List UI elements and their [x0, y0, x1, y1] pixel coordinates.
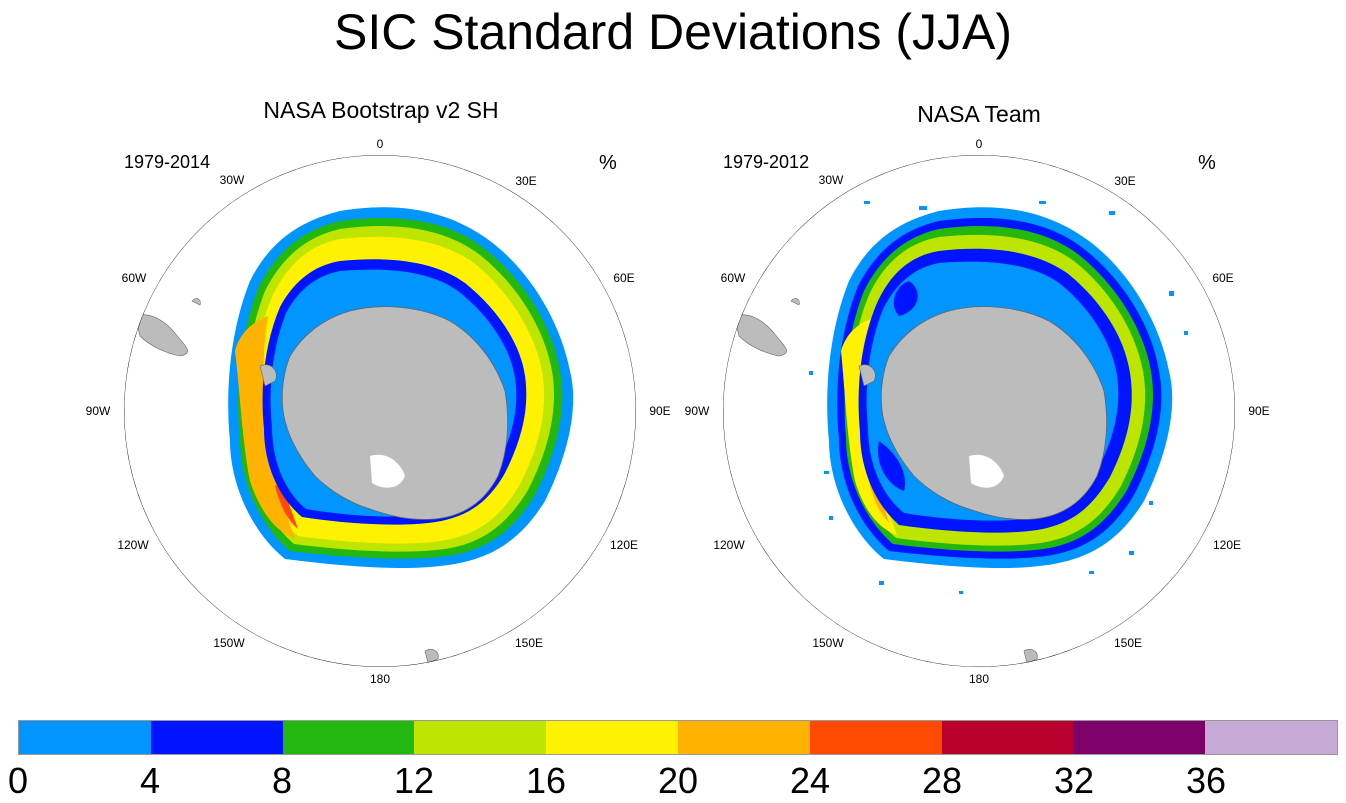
lon-label: 150W: [812, 636, 844, 650]
lon-label: 120E: [1212, 538, 1242, 552]
sic-band-24-28: [275, 481, 298, 529]
antarctica-landmass: [880, 306, 1107, 520]
colorbar-label: 16: [525, 760, 567, 801]
lon-label: 90E: [1248, 404, 1270, 418]
new-zealand-landmass: [1023, 649, 1038, 664]
lon-label: 30W: [219, 173, 245, 187]
lon-label: 120W: [713, 538, 745, 552]
lon-label: 180: [968, 672, 990, 686]
colorbar-label: 0: [7, 760, 29, 801]
south-america-landmass: [733, 314, 787, 357]
lon-label: 60E: [613, 271, 635, 285]
colorbar-label: 8: [271, 760, 293, 801]
colorbar-swatch: [282, 721, 415, 754]
antarctica-landmass: [281, 306, 508, 520]
lon-label: 120E: [609, 538, 639, 552]
colorbar-label: 20: [657, 760, 699, 801]
colorbar-swatch: [809, 721, 942, 754]
panel-1-title: NASA Bootstrap v2 SH: [263, 97, 499, 123]
lon-label: 30E: [515, 174, 537, 188]
colorbar-label: 4: [139, 760, 161, 801]
colorbar-swatch: [546, 721, 678, 754]
map-panel-bootstrap: [124, 155, 636, 667]
panel-2-period: 1979-2012: [723, 152, 810, 172]
lon-label: 30E: [1114, 174, 1136, 188]
lon-label: 90W: [85, 404, 111, 418]
lon-label: 90W: [684, 404, 710, 418]
colorbar-swatch: [941, 721, 1074, 754]
lon-label: 60W: [720, 271, 746, 285]
new-zealand-landmass: [424, 649, 439, 664]
lon-label: 150E: [514, 636, 544, 650]
colorbar-swatch: [1073, 721, 1206, 754]
lon-label: 150W: [213, 636, 245, 650]
panel-2-unit: %: [1198, 152, 1216, 174]
lon-label: 30W: [818, 173, 844, 187]
lon-label: 0: [376, 137, 384, 151]
polar-maps: [124, 155, 1235, 667]
colorbar-swatch: [1205, 721, 1337, 754]
colorbar-label: 32: [1053, 760, 1095, 801]
panel-1-period: 1979-2014: [124, 152, 211, 172]
colorbar-label: 12: [393, 760, 435, 801]
figure-title: SIC Standard Deviations (JJA): [333, 4, 1013, 60]
map-panel-nasa-team: [723, 155, 1235, 667]
colorbar-swatch: [677, 721, 810, 754]
panel-2-title: NASA Team: [917, 101, 1041, 127]
panel-1-unit: %: [599, 152, 617, 174]
lon-label: 90E: [649, 404, 671, 418]
colorbar-swatch: [150, 721, 283, 754]
colorbar: [18, 720, 1338, 755]
colorbar-label: 24: [789, 760, 831, 801]
colorbar-swatch: [414, 721, 547, 754]
lon-label: 180: [369, 672, 391, 686]
colorbar-swatch: [19, 721, 151, 754]
south-america-landmass: [134, 314, 188, 357]
lon-label: 0: [975, 137, 983, 151]
lon-label: 60E: [1212, 271, 1234, 285]
colorbar-label: 28: [921, 760, 963, 801]
colorbar-label: 36: [1185, 760, 1227, 801]
lon-label: 150E: [1113, 636, 1143, 650]
lon-label: 120W: [117, 538, 149, 552]
lon-label: 60W: [121, 271, 147, 285]
